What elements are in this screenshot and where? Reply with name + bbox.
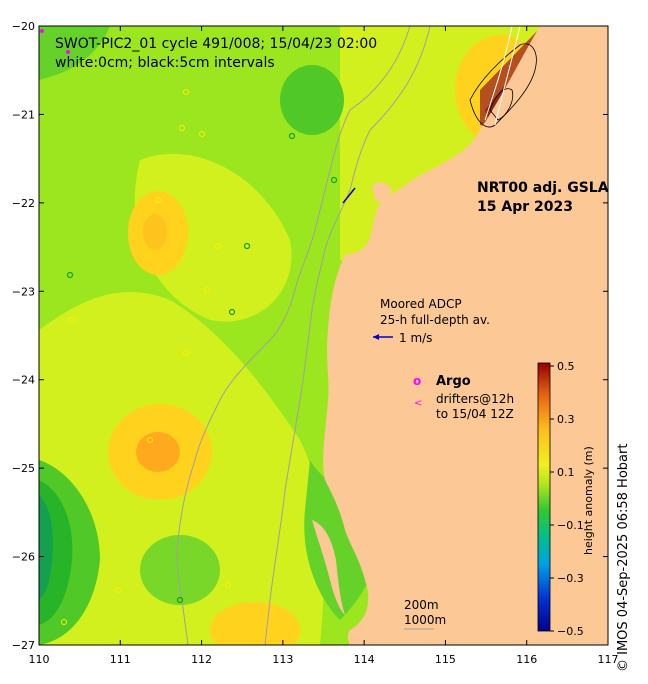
credit-text: © IMOS 04-Sep-2025 06:58 Hobart (616, 443, 631, 672)
y-tick-label: −25 (12, 462, 35, 475)
x-tick-label: 114 (354, 653, 375, 666)
adcp-legend-subtitle: 25-h full-depth av. (380, 313, 490, 327)
adcp-vector (342, 187, 356, 204)
x-tick-label: 117 (598, 653, 619, 666)
colorbar-tick-label: −0.3 (557, 572, 584, 585)
y-tick-label: −21 (12, 108, 35, 121)
float-markers-green (66, 132, 338, 604)
map-area[interactable] (39, 26, 608, 658)
y-axis: −20 −21 −22 −23 −24 −25 −26 −27 (12, 20, 608, 652)
colorbar (537, 362, 551, 632)
x-tick-label: 112 (191, 653, 212, 666)
y-tick-label: −27 (12, 639, 35, 652)
float-markers (61, 89, 231, 625)
y-tick-label: −26 (12, 551, 35, 564)
colorbar-ticks: 0.5 0.3 0.1 −0.1 −0.3 −0.5 (550, 360, 584, 638)
adcp-scale-label: 1 m/s (399, 331, 432, 345)
argo-label: Argo (436, 374, 471, 389)
drifter-time: to 15/04 12Z (436, 407, 514, 421)
colorbar-tick-label: −0.5 (557, 625, 584, 638)
land-mass (323, 26, 608, 645)
y-tick-label: −24 (12, 374, 35, 387)
y-tick-label: −20 (12, 20, 35, 33)
argo-markers (40, 29, 70, 54)
adcp-scale-arrow (373, 334, 393, 340)
x-axis: 110 111 112 113 114 115 116 117 (29, 26, 619, 666)
product-date: 15 Apr 2023 (477, 199, 573, 215)
island-land (372, 182, 392, 202)
drifter-symbol: < (414, 398, 422, 409)
map-title: SWOT-PIC2_01 cycle 491/008; 15/04/23 02:… (55, 36, 377, 52)
isobath-1000m: 1000m (404, 613, 446, 627)
drifter-label: drifters@12h (436, 392, 514, 406)
argo-symbol: o (413, 374, 421, 388)
sla-contours (469, 43, 537, 128)
x-tick-label: 111 (110, 653, 131, 666)
x-tick-label: 116 (516, 653, 537, 666)
colorbar-tick-label: 0.3 (557, 413, 575, 426)
y-tick-label: −23 (12, 285, 35, 298)
product-label: NRT00 adj. GSLA (477, 180, 609, 196)
colorbar-label: height anomaly (m) (582, 446, 595, 555)
adcp-legend-title: Moored ADCP (380, 297, 462, 311)
x-tick-label: 113 (272, 653, 293, 666)
x-tick-label: 110 (29, 653, 50, 666)
isobath-200m: 200m (404, 598, 439, 612)
y-tick-label: −22 (12, 197, 35, 210)
colorbar-tick-label: −0.1 (557, 519, 584, 532)
plot-frame (38, 25, 609, 646)
sla-zero-contour (484, 26, 521, 126)
colorbar-tick-label: 0.1 (557, 466, 575, 479)
isobath-lines (176, 26, 431, 645)
contour-note: white:0cm; black:5cm intervals (55, 55, 275, 71)
x-tick-label: 115 (435, 653, 456, 666)
sla-field-low (39, 26, 376, 645)
colorbar-tick-label: 0.5 (557, 360, 575, 373)
peninsula-land (312, 520, 345, 615)
